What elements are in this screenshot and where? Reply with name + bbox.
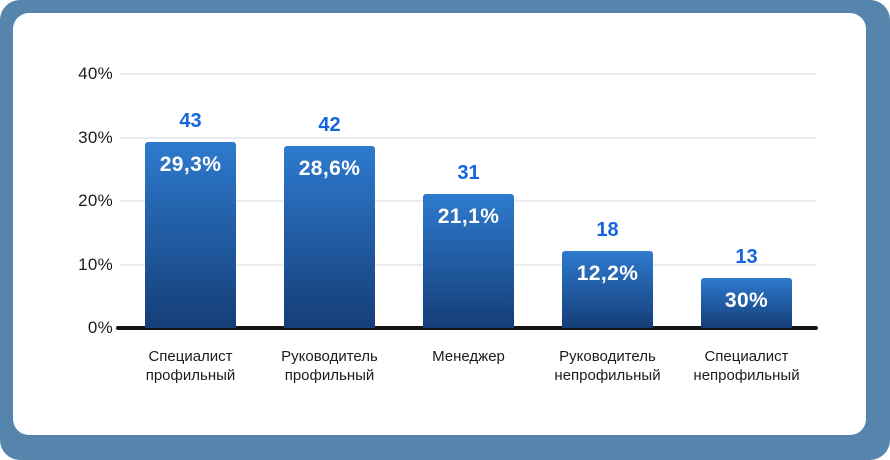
bar-percent-label: 29,3% [159,153,222,176]
bar: 21,1% [423,194,514,328]
bar: 30% [701,278,792,328]
y-axis-tick-label: 20% [78,191,113,210]
x-axis-label: Менеджер [432,348,505,365]
bar-percent-label: 30% [724,289,769,312]
bar-count-label: 31 [457,162,480,184]
y-axis-tick-label: 10% [78,254,113,274]
bar-percent-label: 21,1% [437,205,500,228]
y-axis-tick-label: 40% [78,64,113,83]
bar: 28,6% [284,146,375,328]
x-axis-label: Специалист непрофильный [693,348,800,384]
gridline [120,136,816,139]
bar-percent-label: 12,2% [576,262,639,285]
bar: 12,2% [562,251,653,328]
x-axis-label: Специалист профильный [145,348,236,384]
bar-count-label: 43 [179,110,202,132]
x-axis-label: Руководитель профильный [281,348,378,384]
bar: 29,3% [145,142,236,328]
bar-count-label: 42 [318,114,341,136]
gridline [120,73,816,75]
x-axis-label: Руководитель непрофильный [554,348,661,384]
chart-card: 40% 30% 20% 10% 0% 43 29,3% Специалист профильн… [13,13,866,435]
bar-count-label: 18 [596,219,619,241]
y-axis-tick-label: 30% [78,127,113,147]
bar-chart: 40% 30% 20% 10% 0% 43 29,3% Специалист профильн… [13,13,866,435]
bar-count-label: 13 [735,246,758,268]
y-axis-tick-label: 0% [87,318,113,337]
x-axis-line [116,326,818,330]
bar-percent-label: 28,6% [298,157,361,180]
